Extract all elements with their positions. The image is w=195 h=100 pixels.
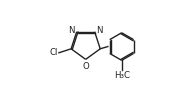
Text: N: N bbox=[96, 26, 103, 35]
Text: N: N bbox=[68, 26, 75, 35]
Text: O: O bbox=[82, 62, 89, 71]
Text: H₃C: H₃C bbox=[114, 71, 130, 80]
Text: Cl: Cl bbox=[49, 48, 58, 57]
